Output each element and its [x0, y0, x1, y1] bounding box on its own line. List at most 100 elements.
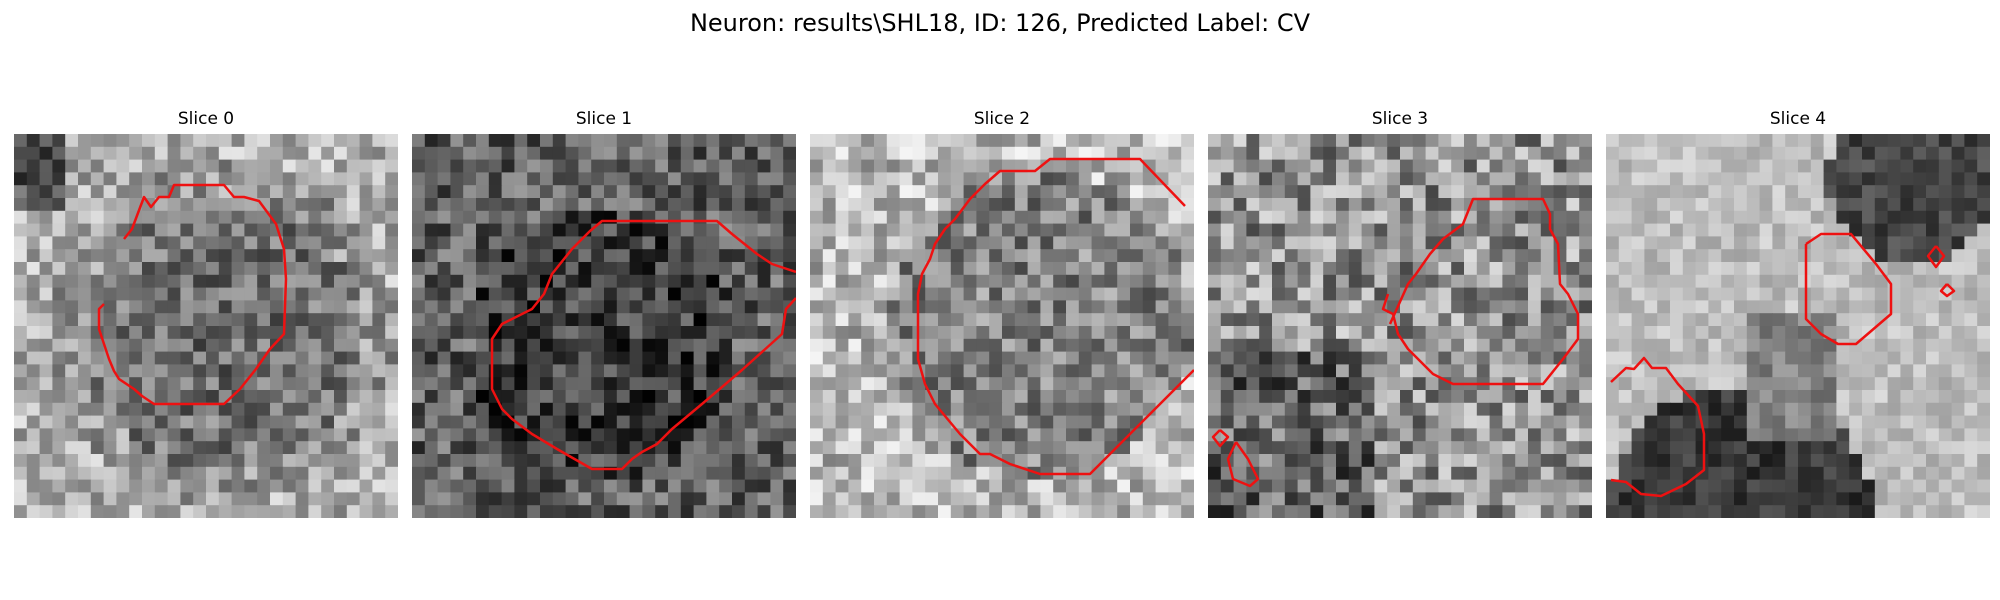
- pixel: [501, 492, 515, 506]
- pixel: [783, 134, 796, 148]
- pixel: [1259, 402, 1273, 417]
- pixel: [1233, 159, 1247, 173]
- pixel: [206, 428, 220, 442]
- pixel: [1040, 377, 1054, 391]
- pixel: [1348, 223, 1363, 237]
- pixel: [1476, 338, 1491, 353]
- pixel: [359, 313, 373, 327]
- pixel: [90, 249, 105, 263]
- pixel: [270, 274, 284, 289]
- pixel: [1746, 249, 1761, 263]
- pixel: [552, 492, 567, 506]
- pixel: [1977, 441, 1990, 455]
- pixel: [1708, 364, 1722, 378]
- pixel: [463, 492, 477, 506]
- pixel: [835, 134, 849, 148]
- pixel: [693, 287, 707, 301]
- pixel: [501, 159, 515, 173]
- pixel: [1874, 185, 1889, 199]
- pixel: [1746, 326, 1761, 340]
- pixel: [1387, 338, 1401, 353]
- pixel: [270, 313, 284, 327]
- pixel: [359, 479, 373, 493]
- pixel: [1502, 287, 1516, 301]
- pixel: [1502, 146, 1516, 161]
- pixel: [1181, 428, 1194, 442]
- pixel: [1336, 274, 1350, 289]
- pixel: [1926, 185, 1940, 199]
- pixel: [1721, 210, 1735, 225]
- pixel: [424, 390, 439, 404]
- pixel: [1977, 390, 1990, 404]
- pixel: [950, 505, 965, 518]
- pixel: [1361, 390, 1375, 404]
- pixel: [1502, 134, 1516, 148]
- pixel: [1900, 479, 1914, 493]
- pixel: [719, 185, 733, 199]
- pixel: [1259, 505, 1273, 518]
- pixel: [1091, 351, 1105, 365]
- pixel: [591, 326, 605, 340]
- pixel: [629, 134, 643, 148]
- pixel: [835, 146, 849, 161]
- pixel: [565, 492, 579, 506]
- pixel: [1027, 377, 1041, 391]
- pixel: [295, 198, 309, 212]
- pixel: [437, 415, 451, 429]
- pixel: [154, 492, 169, 506]
- pixel: [1746, 159, 1761, 173]
- pixel: [1721, 134, 1735, 148]
- pixel: [1091, 479, 1105, 493]
- pixel: [282, 249, 297, 263]
- pixel: [1695, 198, 1709, 212]
- pixel: [231, 492, 245, 506]
- pixel: [1540, 377, 1555, 391]
- pixel: [1772, 198, 1786, 212]
- pixel: [1104, 326, 1118, 340]
- pixel: [206, 210, 220, 225]
- slice-title-2: Slice 2: [973, 109, 1031, 129]
- pixel: [78, 454, 92, 468]
- pixel: [950, 326, 965, 340]
- pixel: [1220, 159, 1235, 173]
- pixel: [1900, 262, 1914, 276]
- pixel: [1066, 146, 1080, 161]
- pixel: [463, 274, 477, 289]
- pixel: [1670, 134, 1684, 148]
- pixel: [693, 338, 707, 353]
- pixel: [385, 300, 398, 314]
- pixel: [578, 364, 592, 378]
- pixel: [989, 236, 1003, 250]
- pixel: [1091, 223, 1105, 237]
- pixel: [1682, 274, 1697, 289]
- pixel: [1566, 274, 1580, 289]
- pixel: [1104, 287, 1118, 301]
- pixel: [359, 262, 373, 276]
- pixel: [1284, 287, 1299, 301]
- pixel: [1785, 505, 1799, 518]
- pixel: [822, 287, 837, 301]
- pixel: [218, 415, 233, 429]
- pixel: [1785, 249, 1799, 263]
- pixel: [989, 185, 1003, 199]
- pixel: [167, 505, 181, 518]
- pixel: [1913, 338, 1927, 353]
- pixel: [1951, 326, 1965, 340]
- pixel: [1862, 159, 1876, 173]
- pixel: [1027, 428, 1041, 442]
- pixel: [1836, 466, 1850, 481]
- pixel: [1913, 505, 1927, 518]
- pixel: [282, 492, 297, 506]
- pixel: [732, 172, 746, 186]
- pixel: [1078, 415, 1093, 429]
- pixel: [116, 479, 130, 493]
- pixel: [26, 313, 41, 327]
- pixel: [1926, 377, 1940, 391]
- pixel: [1246, 262, 1260, 276]
- pixel: [308, 377, 322, 391]
- pixel: [1142, 262, 1157, 276]
- pixel: [1027, 402, 1041, 417]
- pixel: [424, 159, 439, 173]
- pixel: [744, 441, 759, 455]
- pixel: [668, 428, 682, 442]
